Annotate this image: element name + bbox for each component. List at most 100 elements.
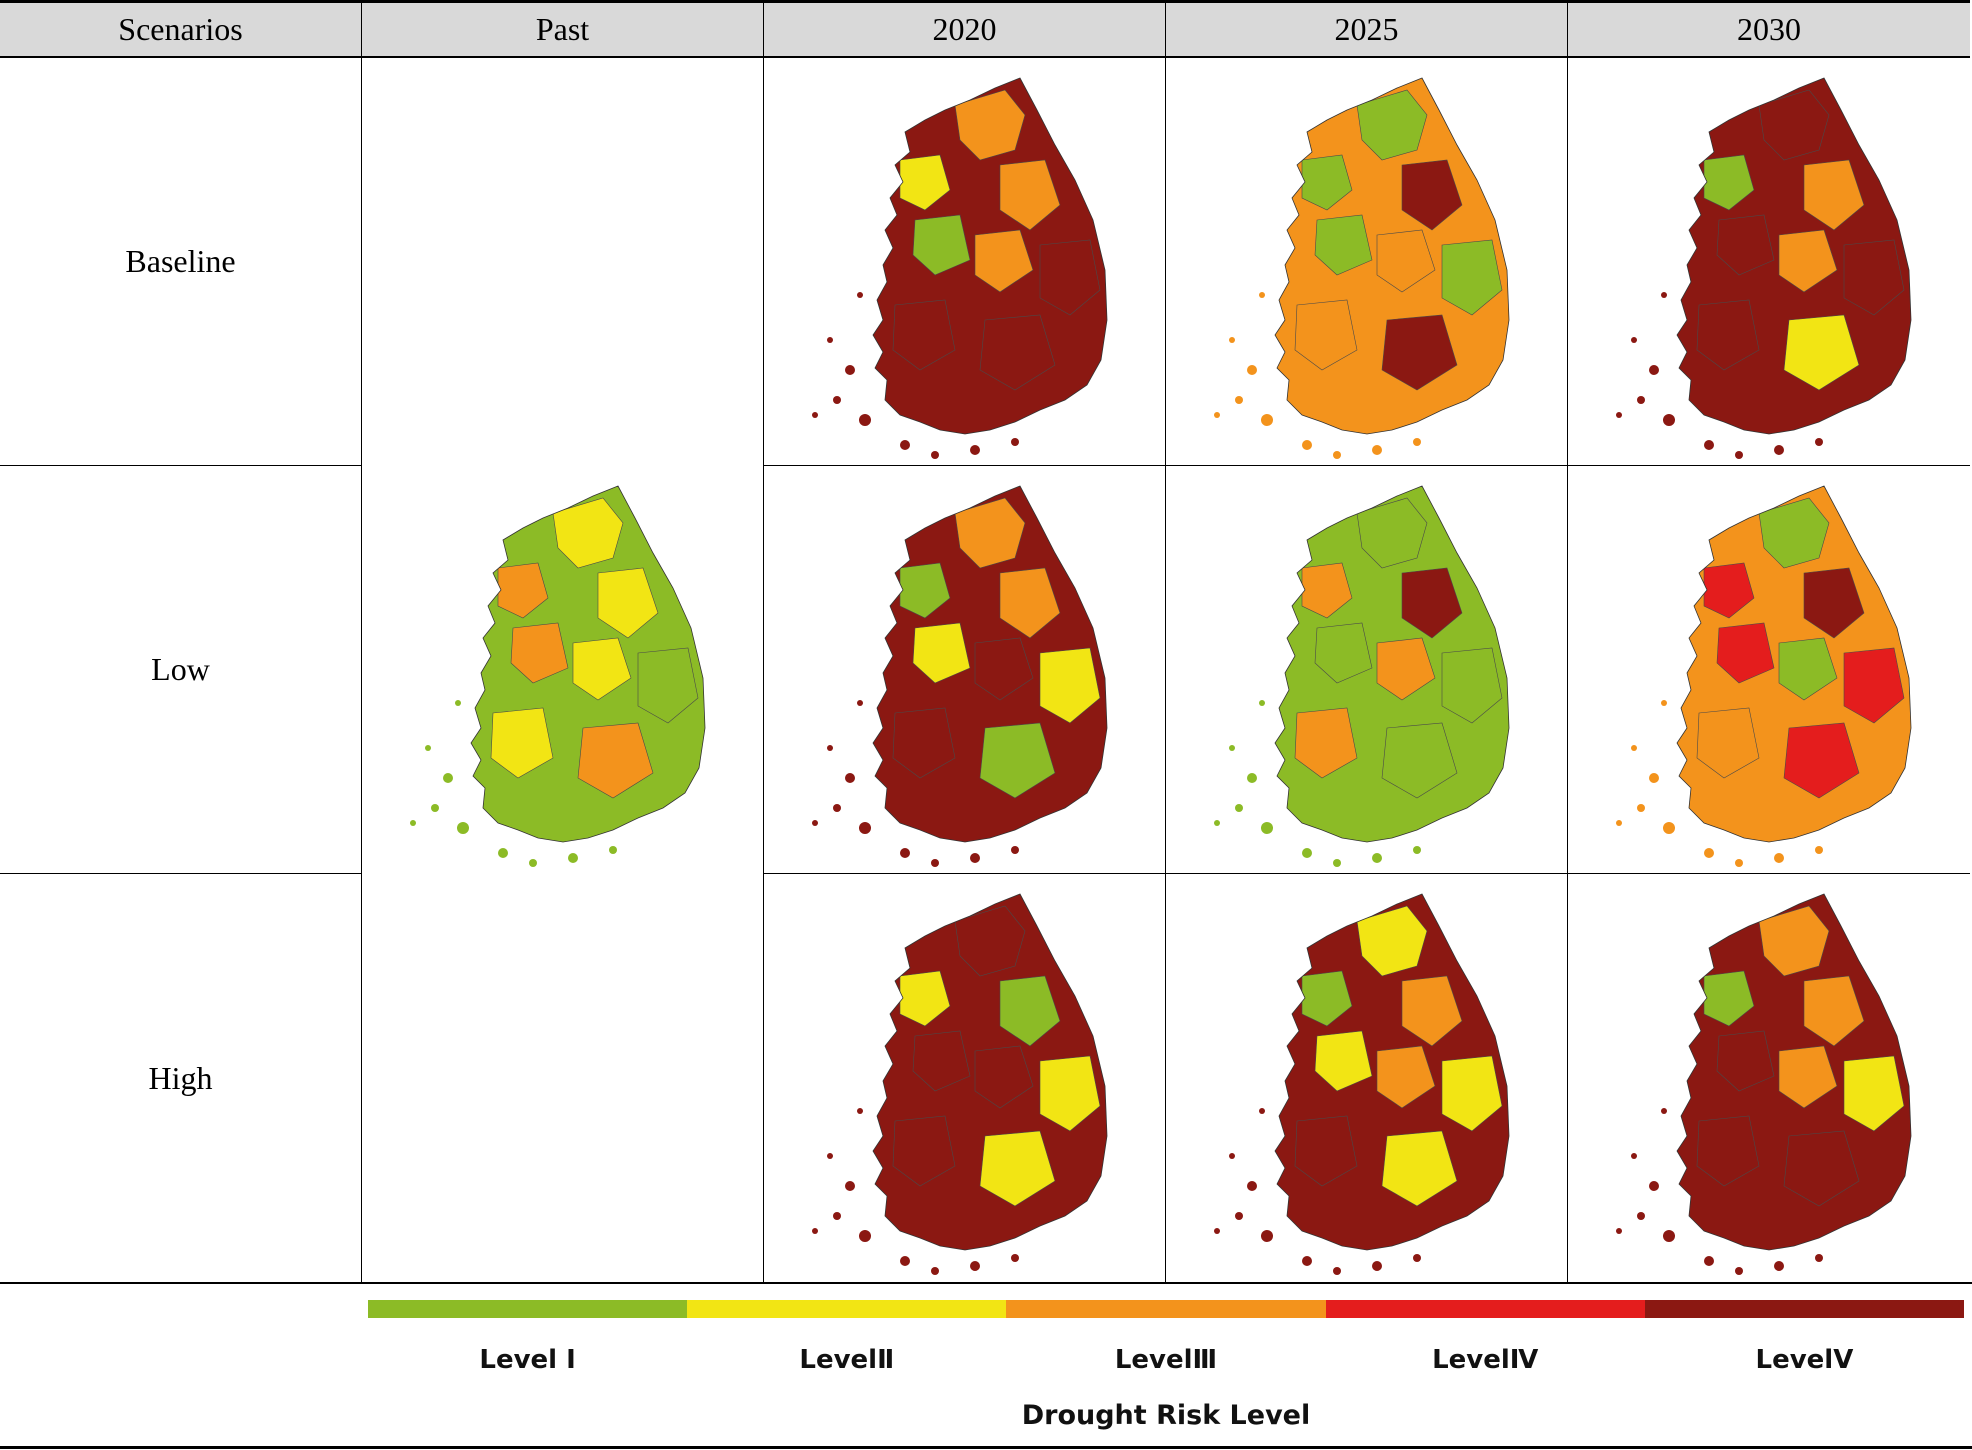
map-island	[1371, 444, 1382, 455]
map-island	[1246, 1181, 1257, 1191]
map-district	[1314, 622, 1372, 683]
map-island	[430, 804, 439, 812]
map-island	[969, 852, 980, 863]
map-district	[1039, 647, 1100, 723]
header-scenarios: Scenarios	[0, 0, 362, 58]
map-district	[1441, 239, 1502, 315]
map-island	[969, 1261, 980, 1271]
map-island	[1234, 803, 1243, 812]
map-district	[892, 1115, 955, 1187]
map-district	[1803, 975, 1865, 1047]
legend-swatch-level4	[1325, 1300, 1645, 1318]
map-island	[528, 859, 537, 867]
map-district	[597, 567, 658, 639]
map-island	[1228, 336, 1235, 343]
map-island	[1649, 1181, 1659, 1191]
map-island	[858, 1230, 871, 1242]
map-island	[456, 822, 469, 834]
map-district	[954, 497, 1025, 568]
legend-swatch-level5	[1644, 1300, 1965, 1318]
map-island	[930, 858, 939, 867]
map-district	[1843, 647, 1905, 723]
map-district	[899, 970, 950, 1027]
map-island	[899, 1256, 910, 1266]
map-island	[832, 395, 841, 404]
korea-map	[811, 76, 1107, 459]
map-island	[1661, 699, 1667, 706]
map-island	[1631, 744, 1637, 751]
map-district	[637, 647, 698, 724]
map-island	[811, 1228, 818, 1234]
row-label-high: High	[0, 874, 362, 1283]
header-2020: 2020	[764, 0, 1166, 58]
map-district	[899, 154, 950, 210]
map-island	[1663, 413, 1675, 426]
map-district	[912, 622, 970, 683]
map-district	[1716, 214, 1775, 275]
map-island	[1661, 1108, 1667, 1114]
map-island	[1663, 1230, 1675, 1242]
map-island	[1213, 411, 1220, 418]
map-island	[1735, 1267, 1743, 1275]
map-island	[858, 413, 871, 426]
map-district	[1301, 562, 1352, 618]
map-district	[1401, 567, 1462, 638]
map-district	[954, 89, 1025, 160]
map-district	[552, 497, 623, 569]
map-island	[1332, 1267, 1341, 1275]
map-island	[832, 1212, 841, 1220]
map-island	[1815, 845, 1823, 854]
map-district	[1356, 497, 1427, 568]
table-bottom-rule	[0, 1282, 1972, 1284]
map-coastline	[1676, 484, 1912, 842]
map-past	[362, 58, 764, 1283]
korea-map	[409, 485, 705, 867]
map-district	[1356, 89, 1427, 160]
legend-label-level1: Level Ⅰ	[479, 1345, 576, 1375]
map-island	[1332, 858, 1341, 867]
header-2025: 2025	[1166, 0, 1568, 58]
map-island	[811, 411, 818, 418]
map-island	[1774, 1261, 1784, 1271]
map-district	[1696, 299, 1760, 370]
map-high-2020	[764, 874, 1166, 1283]
map-island	[1663, 821, 1675, 834]
map-island	[1637, 395, 1645, 404]
map-coastline	[872, 484, 1107, 842]
map-district	[1703, 562, 1755, 618]
map-island	[1735, 858, 1743, 867]
map-island	[1234, 1212, 1243, 1220]
map-district	[1783, 314, 1860, 390]
map-baseline-2030	[1568, 58, 1970, 466]
map-district	[1376, 1045, 1435, 1109]
map-coastline	[872, 76, 1107, 434]
map-island	[930, 450, 939, 459]
map-district	[1039, 239, 1100, 315]
map-low-2030	[1568, 466, 1970, 874]
map-district	[954, 905, 1025, 977]
map-island	[811, 819, 818, 826]
map-island	[1774, 444, 1784, 455]
map-island	[1010, 437, 1019, 446]
legend-swatch-level1	[368, 1300, 688, 1318]
map-island	[832, 803, 841, 812]
map-island	[1704, 439, 1714, 450]
map-island	[1815, 1254, 1823, 1262]
map-island	[1371, 1261, 1382, 1271]
legend-label-level2: LevelⅡ	[799, 1345, 895, 1375]
map-district	[1716, 622, 1775, 683]
map-district	[999, 975, 1060, 1047]
map-island	[1301, 847, 1312, 858]
map-district	[1758, 497, 1830, 568]
map-island	[1631, 1153, 1637, 1159]
map-coastline	[470, 485, 705, 843]
map-coastline	[872, 893, 1107, 1251]
korea-map	[1616, 76, 1912, 459]
map-district	[1356, 905, 1427, 977]
map-island	[826, 1153, 833, 1159]
map-district	[490, 707, 553, 779]
map-district	[979, 1130, 1055, 1207]
korea-map	[1213, 893, 1509, 1275]
bottom-rule	[0, 1446, 1972, 1449]
row-label-low: Low	[0, 466, 362, 874]
